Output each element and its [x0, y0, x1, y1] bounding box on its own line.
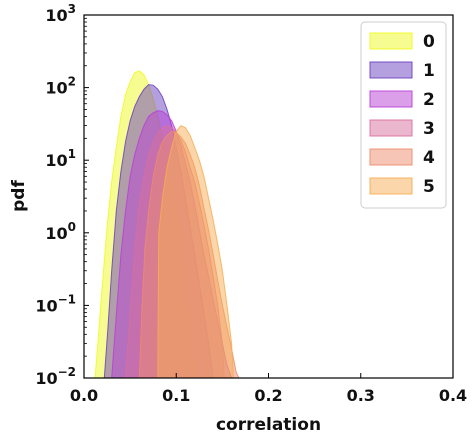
y-tick-label: 102: [45, 75, 76, 98]
y-tick-label: 103: [45, 2, 76, 25]
legend-swatch-0: [369, 32, 413, 50]
y-tick-label: 100: [45, 220, 76, 243]
x-tick-label: 0.1: [162, 386, 190, 405]
legend-swatch-2: [369, 90, 413, 108]
legend: 0 1 2 3 4 5: [360, 21, 447, 209]
y-axis-label: pdf: [9, 180, 29, 212]
series-layer: [94, 70, 240, 379]
legend-label-2: 2: [423, 90, 435, 110]
x-tick-label: 0.2: [254, 386, 282, 405]
legend-swatch-5: [369, 177, 413, 195]
y-tick-label: 101: [45, 147, 76, 170]
legend-label-4: 4: [423, 148, 435, 168]
x-tick-label: 0.3: [347, 386, 375, 405]
x-tick-label: 0.4: [439, 386, 467, 405]
legend-label-0: 0: [423, 32, 435, 52]
legend-swatch-4: [369, 148, 413, 166]
x-axis-label: correlation: [216, 415, 321, 435]
legend-label-3: 3: [423, 119, 435, 139]
legend-label-5: 5: [423, 177, 435, 197]
legend-swatch-1: [369, 61, 413, 79]
legend-label-1: 1: [423, 61, 435, 81]
legend-swatch-3: [369, 119, 413, 137]
x-tick-label: 0.0: [70, 386, 98, 405]
y-tick-label: 10−2: [35, 365, 76, 388]
y-tick-label: 10−1: [35, 292, 76, 315]
series-area-5: [157, 124, 234, 379]
